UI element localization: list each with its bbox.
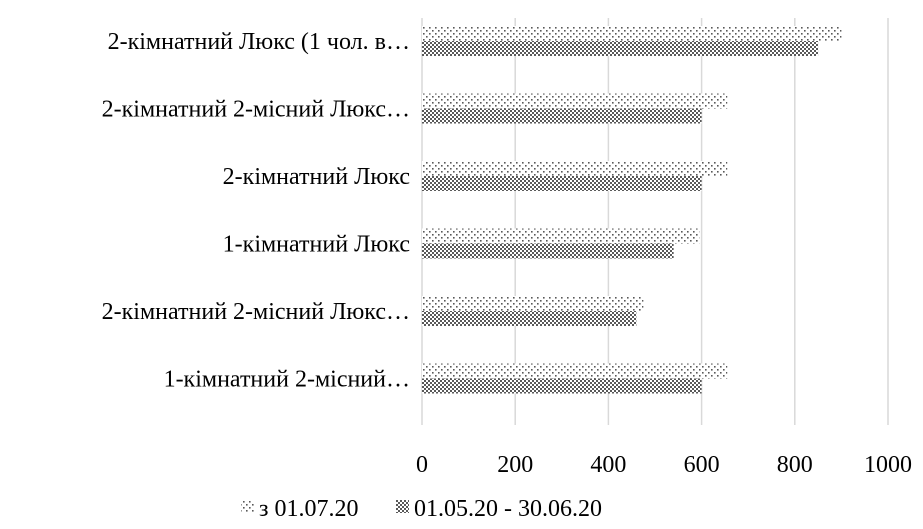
bar-series-2-row-5	[422, 311, 637, 326]
category-label: 2-кімнатний Люкс (1 чол. в…	[108, 29, 410, 55]
x-tick-label: 600	[684, 452, 720, 478]
category-label: 1-кімнатний Люкс	[223, 232, 410, 258]
x-axis-tick-labels: 0 200 400 600 800 1000	[416, 452, 912, 478]
bar-series-2-row-2	[422, 108, 702, 124]
bar-series-2-row-1	[422, 41, 819, 56]
bar-series-1-row-6	[422, 363, 728, 379]
bar-series-1-row-4	[422, 228, 700, 244]
x-tick-label: 400	[590, 452, 626, 478]
legend: з 01.07.20 01.05.20 - 30.06.20	[241, 496, 602, 522]
legend-swatch-1	[241, 500, 254, 513]
bar-series-2-row-6	[422, 378, 702, 394]
category-label: 2-кімнатний Люкс	[223, 164, 410, 190]
bar-series-1-row-1	[422, 26, 842, 41]
bar-series-1-row-5	[422, 296, 644, 311]
category-label: 2-кімнатний 2-місний Люкс…	[102, 299, 410, 325]
x-tick-label: 200	[497, 452, 533, 478]
bar-series-2-row-3	[422, 176, 702, 191]
bar-series-1-row-2	[422, 93, 728, 109]
grid-lines	[421, 18, 889, 425]
legend-swatch-2	[396, 500, 409, 513]
bars	[422, 26, 842, 394]
category-labels: 2-кімнатний Люкс (1 чол. в… 2-кімнатний 2…	[102, 29, 410, 393]
category-label: 2-кімнатний 2-місний Люкс…	[102, 97, 410, 123]
x-tick-label: 1000	[864, 452, 912, 478]
bar-series-1-row-3	[422, 161, 728, 176]
x-tick-label: 0	[416, 452, 428, 478]
category-label: 1-кімнатний 2-місний…	[164, 367, 410, 393]
legend-label-2: 01.05.20 - 30.06.20	[414, 496, 602, 522]
bar-series-2-row-4	[422, 243, 674, 259]
x-tick-label: 800	[777, 452, 813, 478]
legend-label-1: з 01.07.20	[259, 496, 358, 522]
